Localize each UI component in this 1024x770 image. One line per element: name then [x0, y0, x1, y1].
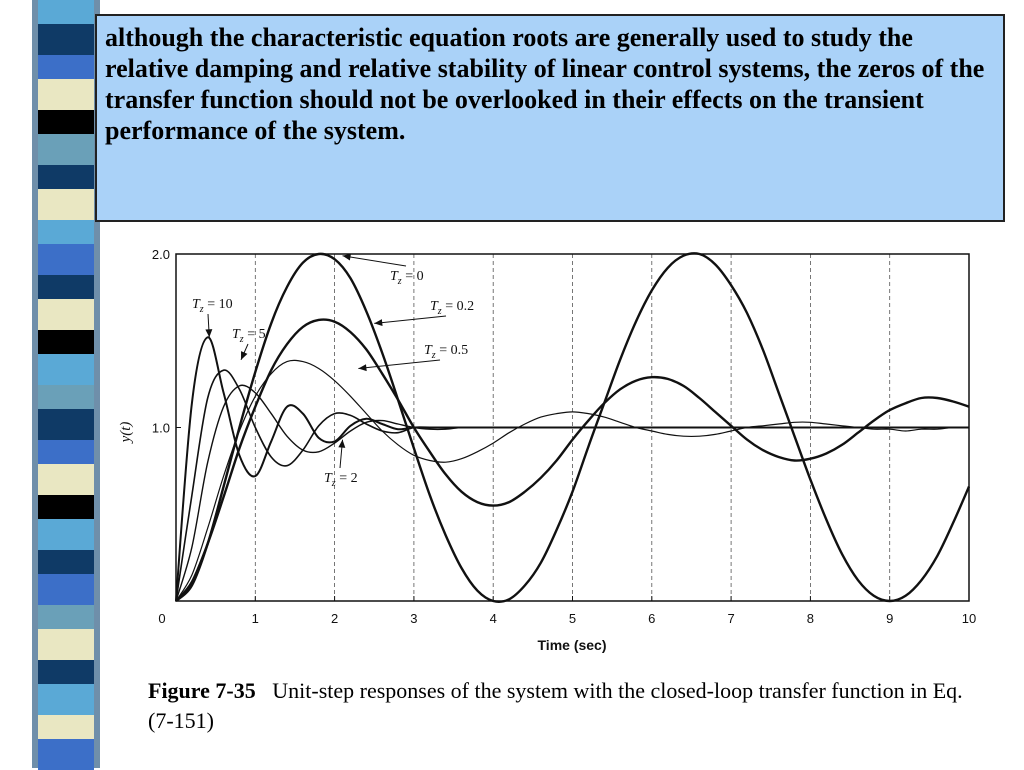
stripe-band [38, 519, 94, 550]
y-axis-label: y(t) [118, 422, 134, 445]
stripe-band [38, 684, 94, 715]
annotation-leader [374, 315, 447, 324]
x-axis-label: Time (sec) [538, 637, 607, 653]
stripe-band [38, 440, 94, 464]
x-tick-label: 2 [331, 611, 338, 626]
x-tick-label: 5 [569, 611, 576, 626]
figure-label: Figure 7-35 [148, 678, 256, 703]
annotation-arrowhead [342, 253, 351, 261]
x-tick-label: 1 [252, 611, 259, 626]
series-line [175, 336, 969, 602]
stripe-band [38, 409, 94, 440]
stripe-band [38, 244, 94, 275]
stripe-band [38, 0, 94, 24]
stripe-band [38, 299, 94, 330]
stripe-band [38, 24, 94, 55]
annotation-arrowhead [358, 364, 367, 372]
y-tick-label: 2.0 [152, 247, 170, 262]
series-annotation: Tz = 2 [324, 471, 358, 489]
stripe-band [38, 275, 94, 299]
stripe-band [38, 354, 94, 385]
series-annotation: Tz = 0.5 [424, 343, 468, 361]
stripe-band [38, 660, 94, 684]
stripe-band [38, 220, 94, 244]
series-annotation: Tz = 5 [232, 327, 266, 345]
stripe-band [38, 715, 94, 739]
series-line [175, 318, 970, 602]
stripe-band [38, 385, 94, 409]
stripe-band [38, 495, 94, 519]
series-line [175, 359, 970, 602]
series-annotation: Tz = 0.2 [430, 299, 474, 317]
annotation-leader [358, 359, 441, 370]
figure-caption: Unit-step responses of the system with t… [148, 678, 963, 733]
step-response-chart: 0 1 2 3 4 5 6 7 8 9 10 1.0 2.0 Tz = 0 Tz = 0.2 Tz = 0.… [102, 232, 982, 668]
x-tick-label: 9 [886, 611, 893, 626]
series-annotation: Tz = 0 [390, 269, 424, 287]
annotation-arrowhead [374, 319, 383, 327]
series-line [175, 252, 971, 603]
x-tick-label: 6 [648, 611, 655, 626]
annotation-arrowhead [205, 329, 213, 338]
stripe-band [38, 550, 94, 574]
stripe-band [38, 605, 94, 629]
stripe-band [38, 79, 94, 110]
stripe-band [38, 330, 94, 354]
x-tick-label: 10 [962, 611, 976, 626]
stripe-shadow-left [32, 0, 38, 768]
callout-text: although the characteristic equation roo… [105, 23, 985, 145]
stripe-band [38, 629, 94, 660]
x-tick-label: 0 [158, 611, 165, 626]
series-annotation: Tz = 10 [192, 297, 233, 315]
stripe-band [38, 165, 94, 189]
x-tick-label: 4 [490, 611, 497, 626]
stripe-band [38, 55, 94, 79]
annotation-arrowhead [338, 439, 346, 448]
annotation-leader [342, 255, 407, 267]
annotation-arrowhead [241, 351, 248, 360]
stripe-band [38, 464, 94, 495]
stripe-band [38, 110, 94, 134]
x-tick-label: 7 [727, 611, 734, 626]
callout-box: although the characteristic equation roo… [95, 14, 1005, 222]
stripe-band [38, 189, 94, 220]
stripe-shadow-right [94, 0, 100, 768]
x-tick-label: 8 [807, 611, 814, 626]
x-tick-label: 3 [410, 611, 417, 626]
stripe-band [38, 739, 94, 770]
decorative-stripe-bar [32, 0, 100, 770]
stripe-band [38, 134, 94, 165]
y-tick-label: 1.0 [152, 421, 170, 436]
stripe-band [38, 574, 94, 605]
figure-caption-block: Figure 7-35 Unit-step responses of the s… [148, 676, 988, 736]
